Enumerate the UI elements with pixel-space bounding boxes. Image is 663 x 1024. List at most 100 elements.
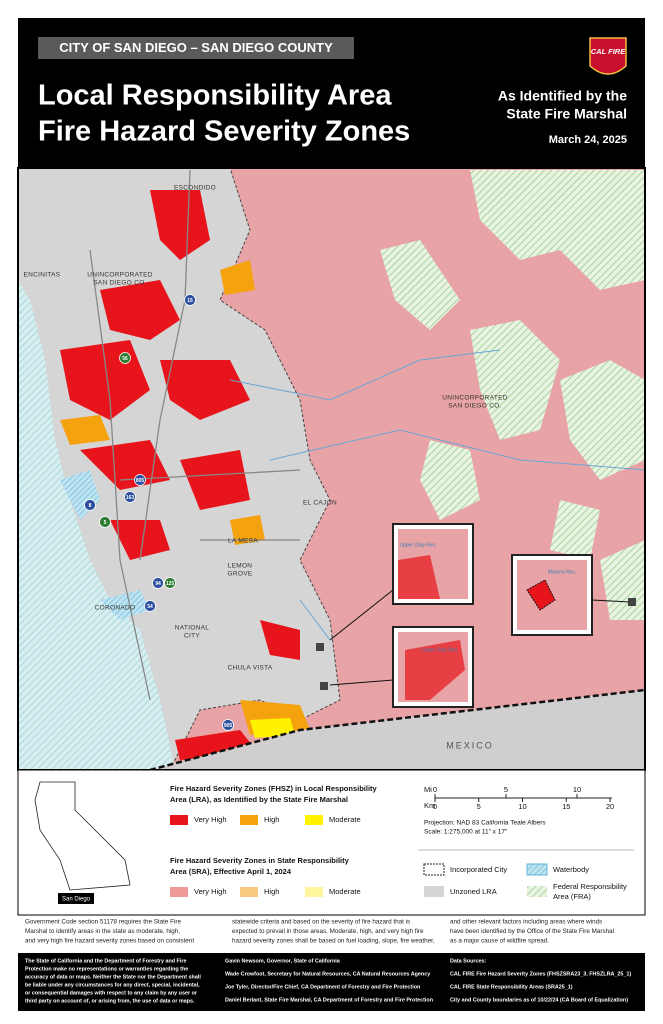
scale-label: 10 bbox=[518, 802, 526, 811]
map-label: CITY bbox=[184, 633, 200, 640]
highway-number: 54 bbox=[147, 604, 153, 610]
body-line: as a major cause of wildfire spread. bbox=[450, 938, 549, 945]
highway-shield bbox=[134, 474, 146, 486]
body-line: Marshal to identify areas in the state a… bbox=[25, 928, 180, 935]
source-line: Data Sources: bbox=[450, 958, 486, 964]
legend-swatch bbox=[423, 863, 445, 876]
map-label: CORONADO bbox=[95, 605, 136, 612]
lra-moderate bbox=[250, 718, 295, 738]
map-label: MEXICO bbox=[446, 740, 494, 750]
highway-shield bbox=[222, 719, 234, 731]
footer-band bbox=[18, 953, 645, 1011]
highway-number: 125 bbox=[166, 581, 175, 587]
map-label: LA MESA bbox=[228, 538, 258, 545]
disclaimer-line: accuracy of data or maps. Neither the St… bbox=[25, 974, 201, 980]
scale-unit: Mi bbox=[424, 785, 432, 794]
scale-label: 0 bbox=[433, 785, 437, 794]
legend-heading: Fire Hazard Severity Zones in State Resp… bbox=[170, 856, 350, 865]
scale-label: 5 bbox=[504, 785, 508, 794]
ocean bbox=[18, 280, 175, 770]
subtitle-line: State Fire Marshal bbox=[506, 106, 627, 122]
scale-ticks: 0 5 100 5 10 15 20 bbox=[433, 785, 614, 811]
fra-area bbox=[380, 170, 645, 620]
state-outline bbox=[34, 781, 131, 891]
highway-shield bbox=[152, 577, 164, 589]
highway-number: 805 bbox=[136, 478, 145, 484]
legend-heading: Area (LRA), as Identified by the State F… bbox=[170, 795, 348, 804]
legend-label: Unzoned LRA bbox=[450, 887, 497, 896]
legend-label: Area (FRA) bbox=[553, 892, 591, 901]
legend-label: Moderate bbox=[329, 887, 361, 896]
official-line: Joe Tyler, Director/Fire Chief, CA Depar… bbox=[225, 984, 420, 990]
legend-label: Moderate bbox=[329, 815, 361, 824]
highway-number: 5 bbox=[104, 520, 107, 526]
legend-swatch bbox=[170, 815, 188, 825]
legend-swatch bbox=[424, 886, 444, 897]
highway-number: 56 bbox=[122, 356, 128, 362]
source-line: City and County boundaries as of 10/22/2… bbox=[450, 997, 628, 1003]
legend-label: Incorporated City bbox=[450, 865, 507, 874]
inset-label: San Diego bbox=[62, 897, 91, 903]
highway-shield bbox=[144, 600, 156, 612]
legend-swatch bbox=[170, 887, 188, 897]
scale-label: 0 bbox=[433, 802, 437, 811]
legend-swatch bbox=[240, 815, 258, 825]
disclaimer-line: or consequential damages with respect to… bbox=[25, 990, 198, 996]
map-label: GROVE bbox=[228, 571, 253, 578]
border bbox=[149, 688, 645, 770]
highway bbox=[89, 169, 301, 701]
inset-frames bbox=[316, 523, 636, 708]
map-label: CHULA VISTA bbox=[227, 665, 272, 672]
map-label: UNINCORPORATED bbox=[442, 395, 507, 402]
scale-unit: Km bbox=[424, 801, 435, 810]
body-line: and very high fire hazard severity zones… bbox=[25, 938, 194, 945]
official-line: Daniel Berlant, State Fire Marshal, CA D… bbox=[225, 997, 433, 1003]
legend-label: High bbox=[264, 887, 279, 896]
map-label: EL CAJON bbox=[303, 500, 337, 507]
bay bbox=[60, 470, 150, 620]
disclaimer-line: Protection make no representations or wa… bbox=[25, 966, 188, 972]
highway-number: 163 bbox=[126, 495, 135, 501]
logo-shield bbox=[589, 37, 627, 75]
highway-number: 8 bbox=[89, 503, 92, 509]
highway-shield bbox=[164, 577, 176, 589]
highway-shields: 15 56 8 163 5 805 94 125 54 905 bbox=[84, 294, 234, 731]
legend-label: Federal Responsibility bbox=[553, 882, 627, 891]
highway-number: 15 bbox=[187, 298, 193, 304]
projection: Projection: NAD 83 California Teale Albe… bbox=[424, 820, 546, 827]
map-label: ESCONDIDO bbox=[174, 185, 216, 192]
body-line: and other relevant factors including are… bbox=[450, 919, 602, 926]
legend-label: Very High bbox=[194, 887, 227, 896]
map-label: ENCINITAS bbox=[24, 272, 61, 279]
highway-shield bbox=[84, 499, 96, 511]
legend-swatch bbox=[305, 815, 323, 825]
river bbox=[229, 349, 645, 641]
scale-label: 15 bbox=[562, 802, 570, 811]
highway-shield bbox=[184, 294, 196, 306]
highway-shield bbox=[124, 491, 136, 503]
footer-text: The State of California and the Departme… bbox=[25, 958, 631, 1004]
map: ESCONDIDO ENCINITAS UNINCORPORATED SAN D… bbox=[18, 168, 645, 770]
official-line: Gavin Newsom, Governor, State of Califor… bbox=[225, 958, 341, 964]
scale-label: 20 bbox=[606, 802, 614, 811]
legend-swatch bbox=[526, 863, 548, 876]
body-line: expected to prevail in those areas. Mode… bbox=[232, 928, 424, 935]
scale-label: 10 bbox=[573, 785, 581, 794]
body-line: Government Code section 51178 requires t… bbox=[25, 919, 181, 926]
map-label: NATIONAL bbox=[175, 625, 210, 632]
legend-label: Waterbody bbox=[553, 865, 589, 874]
highway-number: 905 bbox=[224, 723, 233, 729]
legend-heading: Fire Hazard Severity Zones (FHSZ) in Loc… bbox=[170, 784, 378, 793]
highway-number: 94 bbox=[155, 581, 161, 587]
logo-text: CAL FIRE bbox=[591, 47, 626, 56]
scale-label: 5 bbox=[477, 802, 481, 811]
county: CITY OF SAN DIEGO – SAN DIEGO COUNTY bbox=[59, 40, 333, 55]
mexico-area bbox=[150, 690, 645, 770]
source-line: CAL FIRE State Responsibility Areas (SRA… bbox=[450, 984, 573, 990]
body-line: hazard severity zones shall be based on … bbox=[232, 938, 435, 945]
legend-label: Very High bbox=[194, 815, 227, 824]
scale-note: Scale: 1:275,000 at 11" x 17" bbox=[424, 829, 508, 836]
map-label: UNINCORPORATED bbox=[87, 272, 152, 279]
subtitle-line: As Identified by the bbox=[498, 88, 627, 104]
